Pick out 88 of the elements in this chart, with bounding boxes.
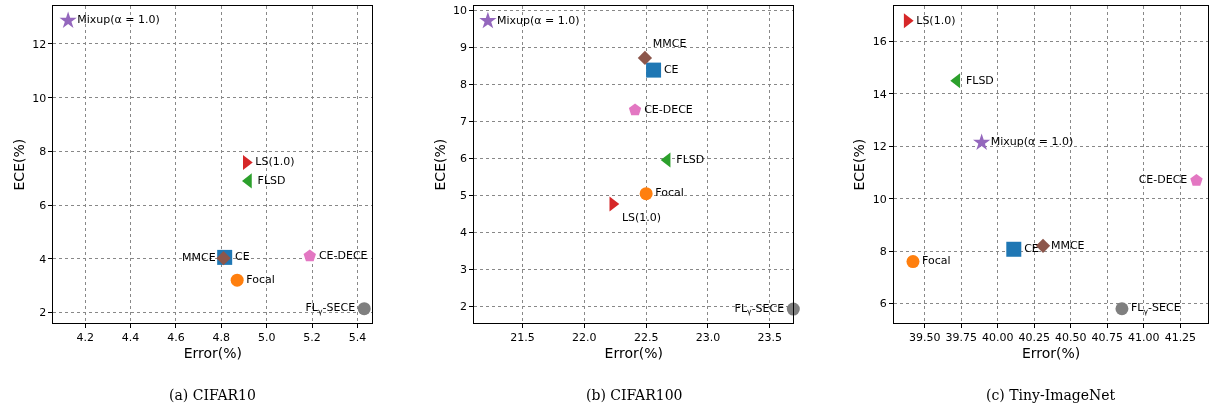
- x-tick-label: 40.00: [981, 331, 1014, 345]
- x-tick-label: 41.25: [1164, 331, 1197, 345]
- y-tick-label: 10: [872, 192, 887, 206]
- point: [1006, 241, 1022, 257]
- series-label: LS(1.0): [255, 155, 295, 169]
- y-tick-label: 4: [39, 252, 47, 266]
- series-label: CE: [235, 250, 250, 264]
- x-tick-label: 5.2: [303, 331, 321, 345]
- series-label: CE-DECE: [318, 248, 368, 262]
- series-label: Mixup(α = 1.0): [77, 13, 160, 27]
- series-label: CE-DECE: [644, 102, 693, 116]
- point: [303, 249, 316, 262]
- x-tick-label: 5.0: [257, 331, 276, 345]
- y-tick-label: 12: [32, 37, 47, 51]
- point: [357, 302, 371, 316]
- y-tick-label: 8: [460, 78, 468, 92]
- series-label: Focal: [922, 254, 951, 268]
- point: [637, 50, 653, 66]
- x-axis-title: Error(%): [183, 344, 243, 361]
- point: [230, 273, 244, 287]
- y-tick-label: 14: [872, 87, 887, 101]
- x-tick-label: 5.4: [348, 331, 367, 345]
- y-tick-label: 2: [460, 300, 468, 314]
- y-tick-label: 7: [460, 115, 468, 129]
- y-tick-label: 12: [872, 140, 887, 154]
- x-tick-label: 41.00: [1128, 331, 1160, 345]
- text: (c) Tiny-ImageNet: [986, 387, 1116, 403]
- y-tick-label: 6: [39, 198, 47, 212]
- x-tick-label: 40.50: [1055, 331, 1087, 345]
- y-tick-label: 10: [32, 91, 47, 105]
- point: [1190, 174, 1203, 186]
- point: [973, 133, 991, 150]
- series-label: MMCE: [1050, 238, 1085, 252]
- series-label: FL$_{γ}$-SECE: [734, 301, 785, 317]
- y-tick-label: 9: [460, 41, 468, 55]
- series-label: LS(1.0): [621, 211, 662, 225]
- series-label: MMCE: [652, 37, 687, 51]
- x-tick-label: 22.5: [633, 331, 659, 345]
- y-tick-label: 2: [39, 306, 47, 320]
- series-label: FLSD: [676, 152, 705, 166]
- series-label: FLSD: [257, 173, 286, 187]
- y-axis-title: ECE(%): [851, 138, 868, 191]
- x-tick-label: 4.8: [212, 331, 231, 345]
- y-tick-label: 10: [453, 4, 468, 18]
- text: (b) CIFAR100: [586, 387, 683, 403]
- y-tick-label: 6: [879, 297, 887, 311]
- y-tick-label: 5: [460, 189, 468, 203]
- x-tick-label: 22.0: [572, 331, 597, 345]
- x-tick-label: 21.5: [510, 331, 535, 345]
- x-tick-label: 23.0: [695, 331, 721, 345]
- point: [646, 62, 662, 78]
- series-label: CE-DECE: [1138, 173, 1188, 187]
- point: [479, 11, 497, 29]
- series-label: MMCE: [182, 250, 216, 264]
- x-tick-label: 4.4: [121, 331, 140, 345]
- y-axis-title: ECE(%): [431, 138, 448, 191]
- series-label: Mixup(α = 1.0): [497, 13, 580, 27]
- y-tick-label: 6: [460, 152, 468, 166]
- x-axis-title: Error(%): [1021, 344, 1081, 361]
- x-tick-label: 40.75: [1091, 331, 1124, 345]
- x-tick-label: 39.50: [908, 331, 941, 345]
- point: [59, 11, 77, 28]
- y-axis-title: ECE(%): [10, 138, 27, 191]
- y-tick-label: 3: [460, 263, 468, 277]
- x-axis-title: Error(%): [604, 344, 663, 361]
- series-label: FLSD: [965, 73, 994, 87]
- y-tick-label: 16: [872, 35, 887, 49]
- series-label: FL$_{γ}$-SECE: [1131, 301, 1181, 316]
- series-label: Mixup(α = 1.0): [990, 135, 1074, 149]
- x-tick-label: 39.75: [945, 331, 977, 345]
- y-tick-label: 8: [39, 145, 47, 159]
- series-label: Focal: [246, 272, 275, 286]
- point: [906, 255, 920, 269]
- x-tick-label: 40.25: [1018, 331, 1051, 345]
- y-tick-label: 4: [460, 226, 468, 240]
- point: [639, 187, 653, 201]
- series-label: LS(1.0): [916, 13, 956, 27]
- series-label: Focal: [655, 186, 684, 200]
- x-tick-label: 23.5: [757, 331, 783, 345]
- x-tick-label: 4.2: [76, 331, 94, 345]
- point: [628, 103, 642, 116]
- series-label: FL$_{γ}$-SECE: [305, 301, 356, 316]
- x-tick-label: 4.6: [167, 331, 185, 345]
- series-label: CE: [1024, 242, 1039, 256]
- point: [1115, 302, 1129, 316]
- series-label: CE: [663, 62, 679, 76]
- text: (a) CIFAR10: [169, 387, 256, 403]
- y-tick-label: 8: [879, 244, 887, 258]
